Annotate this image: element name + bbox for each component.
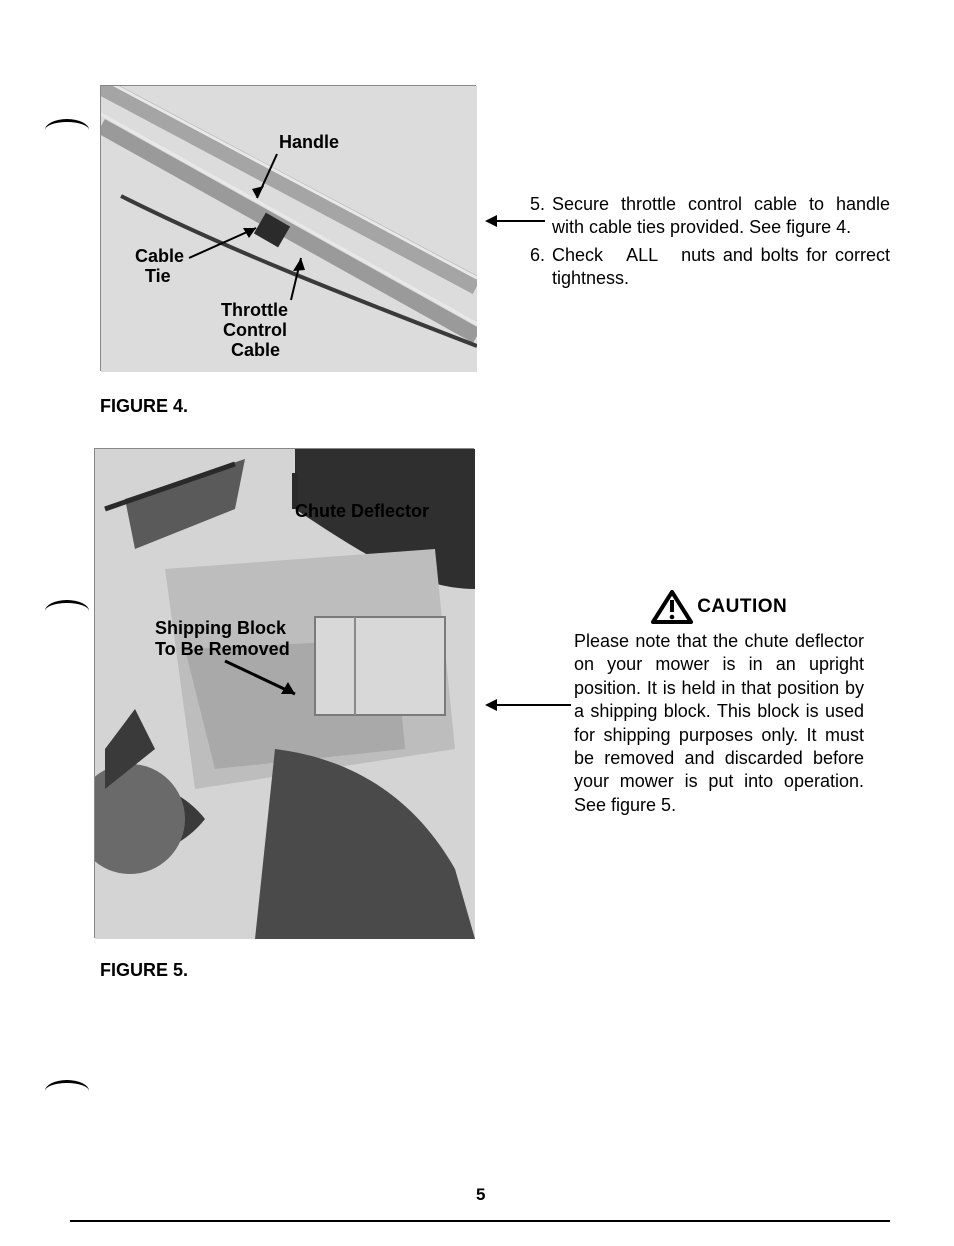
fig5-label-ship1: Shipping Block [155,618,287,638]
caution-header: CAUTION [574,590,864,624]
svg-text:Control: Control [223,320,287,340]
instruction-6-text: Check ALL nuts and bolts for correct tig… [552,244,890,291]
caution-heading: CAUTION [697,596,787,617]
fig5-label-chute: Chute Deflector [295,501,429,521]
caution-block: CAUTION Please note that the chute defle… [574,590,864,817]
figure-5-svg: Chute Deflector Shipping Block To Be Rem… [95,449,475,939]
svg-text:To Be Removed: To Be Removed [155,639,290,659]
svg-text:Cable: Cable [135,246,184,266]
svg-text:Cable: Cable [231,340,280,360]
figure-4-image: Handle Cable Tie Throttle Control Cable [100,85,476,371]
fig4-label-handle: Handle [279,132,339,152]
svg-text:Tie: Tie [145,266,171,286]
figure-4-caption: FIGURE 4. [100,396,188,417]
page: Handle Cable Tie Throttle Control Cable … [0,0,954,1246]
binding-mark [45,1080,89,1091]
figure-4-svg: Handle Cable Tie Throttle Control Cable [101,86,477,372]
fig4-label-thr3: Cable [231,340,280,360]
bottom-rule [70,1220,890,1222]
pointer-arrow-fig5 [487,704,571,706]
fig4-label-tie: Tie [145,266,171,286]
fig4-label-thr2: Control [223,320,287,340]
fig4-label-thr1: Throttle [221,300,288,320]
fig5-label-ship2: To Be Removed [155,639,290,659]
binding-mark [45,600,89,611]
instruction-5-text: Secure throttle control cable to handle … [552,193,890,240]
pointer-arrow-fig4 [487,220,545,222]
binding-mark [45,119,89,130]
figure-5-caption: FIGURE 5. [100,960,188,981]
figure-5-image: Chute Deflector Shipping Block To Be Rem… [94,448,474,938]
fig4-label-cable: Cable [135,246,184,266]
instructions-block: 5. Secure throttle control cable to hand… [530,193,890,291]
caution-body: Please note that the chute deflector on … [574,630,864,817]
svg-text:Shipping Block: Shipping Block [155,618,287,638]
caution-icon [651,590,693,624]
svg-text:Chute Deflector: Chute Deflector [295,501,429,521]
page-number: 5 [476,1185,485,1205]
list-number-5: 5. [530,193,552,240]
list-number-6: 6. [530,244,552,291]
svg-text:Throttle: Throttle [221,300,288,320]
